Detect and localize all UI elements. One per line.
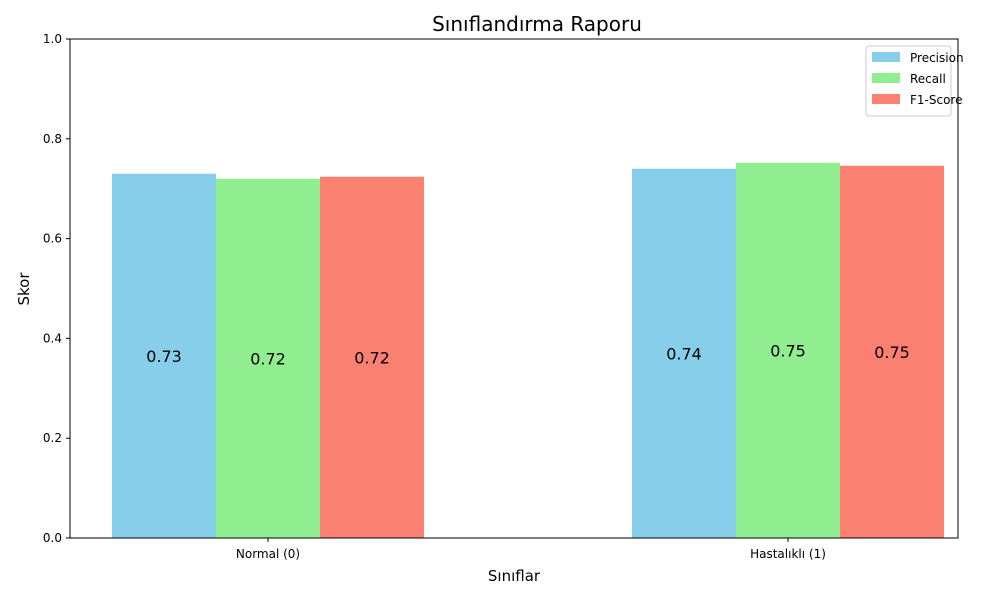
legend-swatch-f1-score (872, 94, 900, 104)
bar-f1-score-0 (320, 176, 424, 538)
legend-label-precision: Precision (910, 51, 964, 65)
y-tick-label: 0.2 (43, 431, 62, 445)
y-tick-label: 0.0 (43, 531, 62, 545)
bar-recall-0 (216, 178, 320, 538)
value-label-f1-score-0: 0.72 (354, 348, 390, 367)
y-tick-label: 0.8 (43, 132, 62, 146)
bar-f1-score-1 (840, 165, 944, 538)
value-label-precision-1: 0.74 (666, 344, 702, 363)
legend-label-recall: Recall (910, 72, 946, 86)
y-axis-title: Skor (15, 272, 33, 306)
x-tick-label: Hastalıklı (1) (750, 547, 826, 561)
legend-label-f1-score: F1-Score (910, 93, 962, 107)
value-labels-group: 0.73 0.74 0.72 0.75 0.72 0.75 (146, 341, 910, 368)
y-tick-label: 0.6 (43, 232, 62, 246)
bar-precision-0 (112, 173, 216, 539)
legend-swatch-recall (872, 73, 900, 83)
plot-frame (69, 38, 959, 539)
y-axis: 0.0 0.2 0.4 0.6 0.8 1.0 (43, 32, 70, 545)
x-axis-title: Sınıflar (488, 567, 541, 585)
value-label-recall-0: 0.72 (250, 349, 286, 368)
bar-precision-1 (632, 168, 736, 539)
y-tick-label: 1.0 (43, 32, 62, 46)
x-tick-label: Normal (0) (236, 547, 300, 561)
legend-swatch-precision (872, 52, 900, 62)
chart-title: Sınıflandırma Raporu (432, 12, 642, 36)
legend: Precision Recall F1-Score (865, 45, 964, 117)
x-axis: Normal (0) Hastalıklı (1) (236, 538, 826, 561)
value-label-precision-0: 0.73 (146, 347, 182, 366)
value-label-recall-1: 0.75 (770, 341, 806, 360)
value-label-f1-score-1: 0.75 (874, 343, 910, 362)
bars-group (112, 162, 944, 539)
bar-recall-1 (736, 162, 840, 538)
y-tick-label: 0.4 (43, 331, 62, 345)
